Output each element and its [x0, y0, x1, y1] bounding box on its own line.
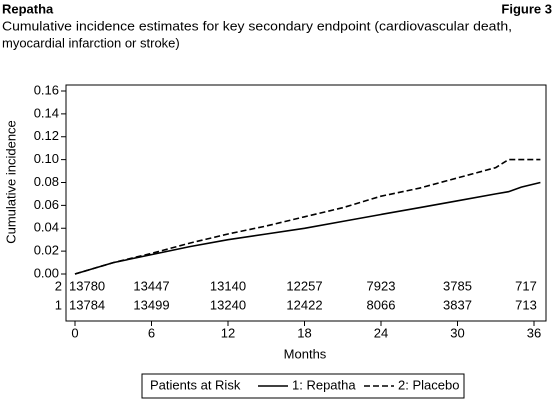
x-tick-label: 24 — [374, 325, 388, 340]
subtitle: Cumulative incidence estimates for key s… — [2, 18, 512, 33]
x-tick-label: 6 — [148, 325, 155, 340]
x-tick-label: 30 — [450, 325, 464, 340]
y-axis-label: Cumulative incidence — [3, 120, 18, 244]
risk-count: 13447 — [133, 278, 169, 293]
x-axis-label: Months — [284, 346, 327, 361]
risk-row-label: 2 — [55, 278, 62, 293]
y-tick-label: 0.12 — [34, 128, 59, 143]
x-tick-label: 36 — [527, 325, 541, 340]
series-line — [74, 181, 541, 275]
figure-label: Figure 3 — [501, 1, 552, 16]
risk-count: 13499 — [133, 297, 169, 312]
y-tick-label: 0.02 — [34, 243, 59, 258]
y-tick-label: 0.00 — [34, 265, 59, 280]
x-tick-label: 12 — [221, 325, 235, 340]
risk-count: 3785 — [443, 278, 472, 293]
risk-count: 713 — [515, 297, 537, 312]
y-tick-label: 0.10 — [34, 151, 59, 166]
risk-count: 12257 — [286, 278, 322, 293]
y-tick-label: 0.06 — [34, 197, 59, 212]
legend-title: Patients at Risk — [150, 377, 241, 392]
risk-count: 13140 — [210, 278, 246, 293]
series-line — [74, 158, 541, 275]
chart-title: Repatha — [2, 1, 54, 16]
y-tick-label: 0.14 — [34, 105, 59, 120]
risk-count: 13240 — [210, 297, 246, 312]
risk-count: 8066 — [367, 297, 396, 312]
y-tick-label: 0.04 — [34, 220, 59, 235]
x-tick-label: 0 — [71, 325, 78, 340]
plot-frame — [65, 84, 547, 322]
subtitle: myocardial infarction or stroke) — [2, 35, 180, 50]
risk-count: 12422 — [286, 297, 322, 312]
y-tick-label: 0.16 — [34, 82, 59, 97]
risk-count: 7923 — [367, 278, 396, 293]
risk-row-label: 1 — [55, 297, 62, 312]
risk-count: 13784 — [69, 297, 105, 312]
x-tick-label: 18 — [297, 325, 311, 340]
risk-count: 3837 — [443, 297, 472, 312]
y-tick-label: 0.08 — [34, 174, 59, 189]
risk-count: 13780 — [69, 278, 105, 293]
legend-label: 1: Repatha — [292, 377, 356, 392]
risk-count: 717 — [515, 278, 537, 293]
legend-box — [141, 373, 465, 399]
legend-label: 2: Placebo — [398, 377, 459, 392]
